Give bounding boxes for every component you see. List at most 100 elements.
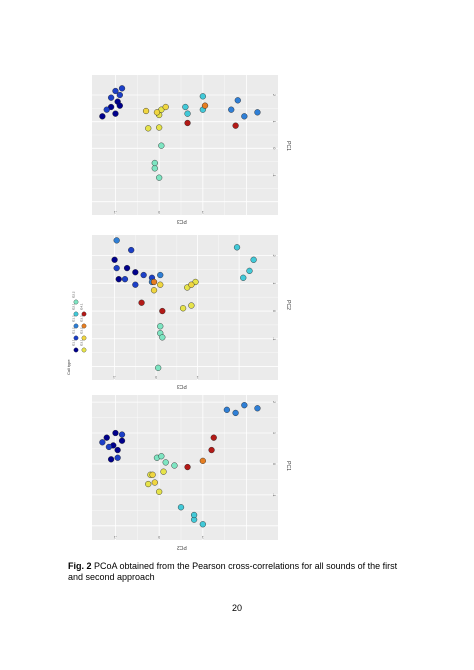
legend-swatch (81, 311, 87, 317)
legend-svg: Call type G1.1 G1.2 G1.3 G2.1 G2.2 G3.1 G3.2 G3.… (66, 291, 87, 375)
tick-label-horizontal: 1 (202, 210, 204, 214)
legend-entry-label: G1.3 (72, 315, 76, 322)
data-point (116, 102, 123, 109)
data-point (112, 87, 119, 95)
legend-title: Call type (66, 359, 71, 375)
data-point (112, 110, 119, 117)
gridlines (92, 235, 278, 380)
data-point (118, 431, 126, 438)
data-point (210, 434, 217, 441)
data-point (234, 97, 241, 104)
data-point (240, 274, 247, 281)
data-point (151, 479, 158, 486)
data-point (138, 299, 145, 306)
data-point (132, 269, 139, 276)
legend-entry-label: G1.1 (72, 339, 76, 346)
data-point (232, 409, 239, 417)
data-point (162, 459, 169, 466)
legend-swatch (73, 323, 79, 329)
data-point (232, 122, 239, 129)
data-point (199, 457, 206, 464)
data-point (184, 119, 191, 127)
data-point (115, 276, 122, 283)
data-point (149, 471, 156, 478)
data-point (158, 453, 165, 460)
data-point (121, 276, 129, 283)
data-point (105, 443, 113, 451)
legend-swatch (73, 335, 79, 341)
data-point (223, 406, 230, 413)
legend-entry-label: G2.2 (72, 291, 76, 298)
tick-label-horizontal: -1 (114, 210, 117, 214)
pcoa-plot-bottom: -1 0 1 2 1 0 -1 (92, 395, 278, 540)
tick-label-vertical: -1 (272, 493, 276, 496)
data-point (155, 364, 162, 371)
data-point (162, 103, 169, 111)
data-point (156, 124, 163, 131)
data-point (191, 511, 198, 519)
data-point (171, 462, 178, 469)
figure-caption: Fig. 2 PCoA obtained from the Pearson cr… (68, 561, 408, 583)
data-point (103, 106, 110, 113)
data-point (208, 446, 215, 454)
tick-label-horizontal: 0 (158, 210, 160, 214)
data-point (112, 429, 119, 437)
tick-label-horizontal: 0 (158, 535, 160, 539)
legend-swatch (73, 299, 79, 305)
data-point (114, 454, 121, 461)
data-point (140, 271, 147, 279)
pcoa-plot-middle: -1 0 1 2 1 0 -1 (92, 235, 278, 380)
data-point (246, 267, 253, 274)
data-point (157, 271, 164, 279)
legend-entry-label: G2.1 (72, 303, 76, 310)
data-point (156, 174, 163, 181)
legend-entry-label: G1.2 (72, 327, 76, 334)
data-point (114, 446, 121, 454)
data-point (118, 85, 126, 92)
data-point (159, 334, 166, 341)
tick-label-horizontal: -1 (113, 375, 116, 379)
legend-swatch (81, 323, 87, 329)
data-point (128, 246, 135, 254)
data-point (179, 305, 187, 312)
tick-label-vertical: 0 (272, 147, 276, 149)
data-point (157, 281, 164, 288)
data-point (233, 244, 241, 251)
data-point (188, 281, 195, 288)
data-point (103, 434, 110, 441)
legend-swatch (81, 335, 87, 341)
data-point (142, 107, 150, 115)
data-point (108, 456, 115, 463)
legend-entry-label: G4.1 (80, 303, 84, 310)
tick-label-horizontal: 1 (202, 535, 204, 539)
tick-label-horizontal: 1 (197, 375, 199, 379)
data-point (241, 113, 248, 120)
call-type-legend: Call type G1.1 G1.2 G1.3 G2.1 G2.2 G3.1 G3.2 G3.… (66, 250, 90, 380)
data-point (150, 278, 158, 286)
data-point (145, 480, 152, 488)
data-point (99, 113, 106, 120)
data-point (250, 256, 257, 263)
data-point (111, 256, 118, 263)
legend-entry-label: G3.3 (80, 315, 84, 322)
tick-label-horizontal: 0 (155, 375, 157, 379)
data-point (113, 264, 120, 272)
data-point (123, 264, 131, 272)
figure-caption-text: PCoA obtained from the Pearson cross-cor… (68, 561, 398, 582)
figure-caption-label: Fig. 2 (68, 561, 92, 571)
data-point (113, 237, 120, 244)
ylabel-middle: PC2 (284, 300, 291, 310)
tick-label-horizontal: -1 (114, 535, 117, 539)
data-point (159, 307, 166, 315)
tick-label-vertical: 2 (272, 255, 276, 257)
xlabel-middle: PC3 (177, 383, 187, 389)
data-point (132, 281, 139, 288)
tick-label-vertical: 1 (272, 282, 276, 284)
legend-swatch (73, 311, 79, 317)
tick-label-vertical: 1 (272, 121, 276, 123)
data-point (156, 488, 163, 495)
data-point (254, 109, 261, 116)
legend-swatch (73, 347, 79, 353)
data-point (184, 463, 191, 471)
data-point (199, 93, 206, 100)
